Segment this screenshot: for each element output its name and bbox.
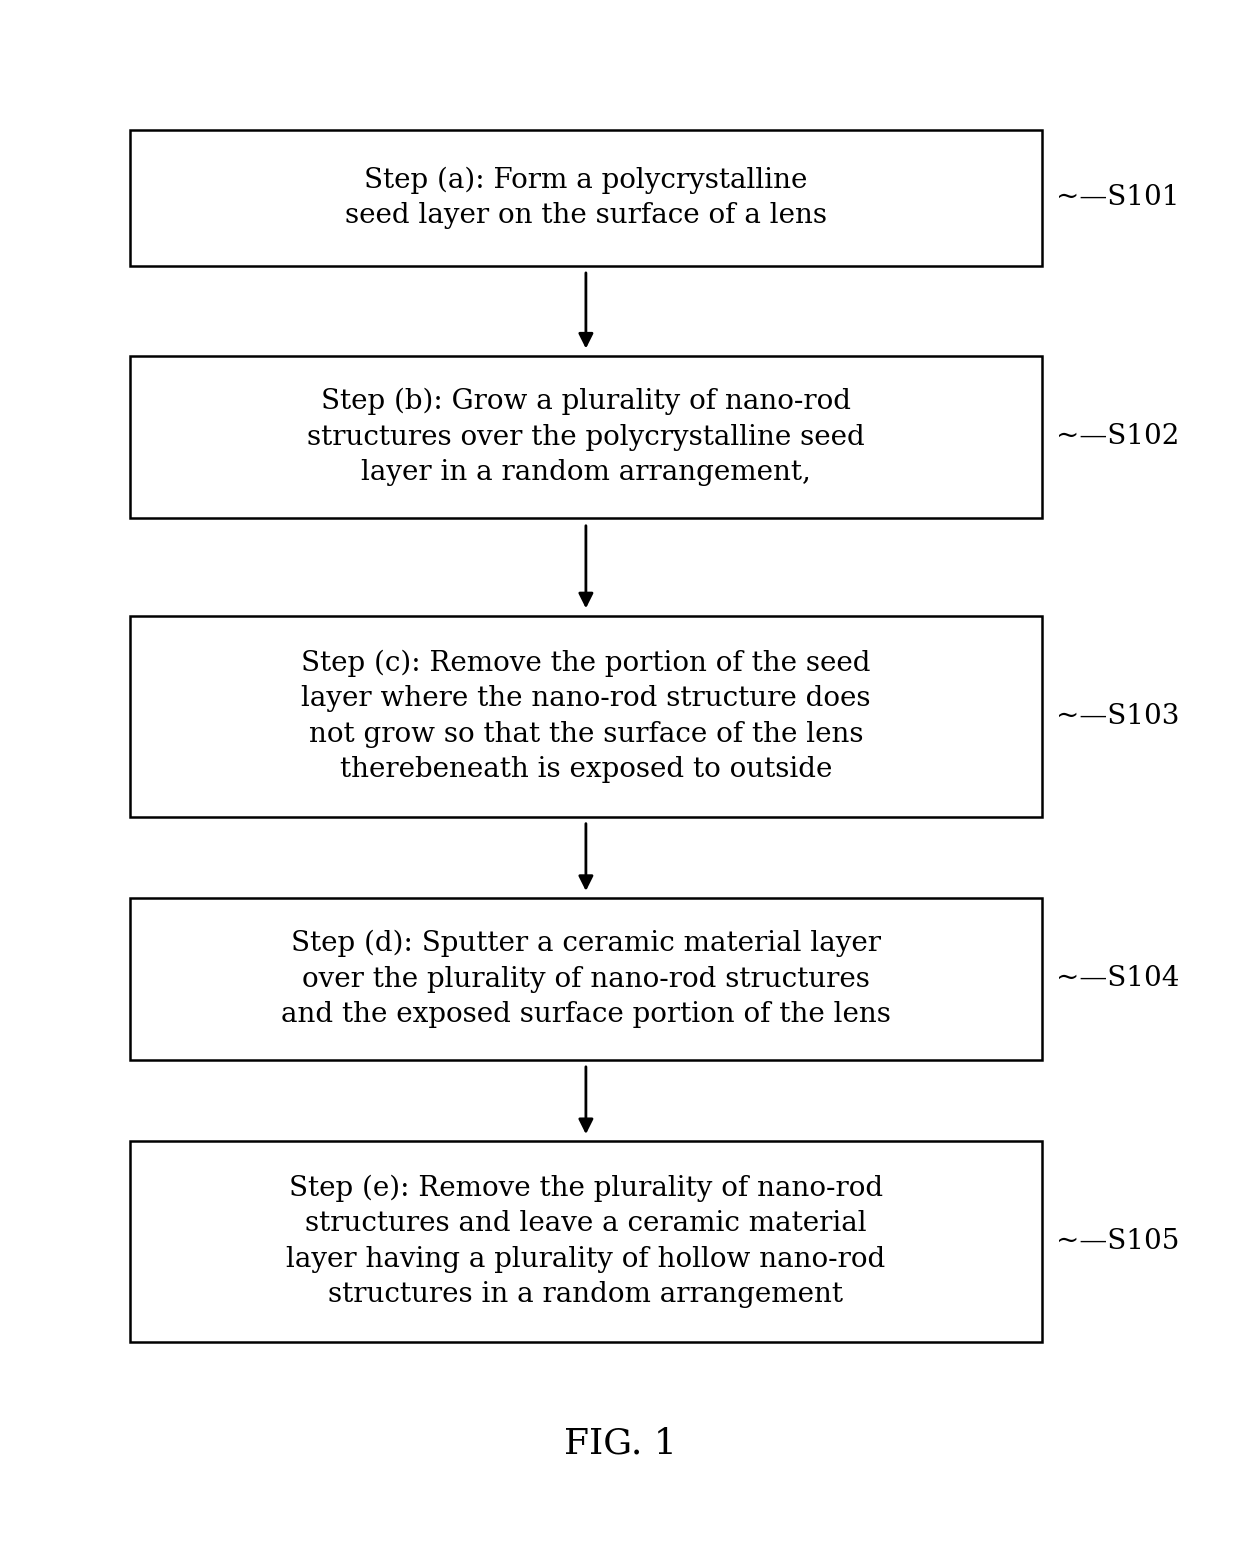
Text: ~—S103: ~—S103 [1056,703,1179,730]
Text: Step (b): Grow a plurality of nano-rod
structures over the polycrystalline seed
: Step (b): Grow a plurality of nano-rod s… [308,388,864,486]
Text: ~—S101: ~—S101 [1056,184,1180,212]
Bar [130,616,1042,817]
Text: FIG. 1: FIG. 1 [563,1427,677,1461]
Text: ~—S104: ~—S104 [1056,965,1179,993]
Text: Step (d): Sputter a ceramic material layer
over the plurality of nano-rod struct: Step (d): Sputter a ceramic material lay… [281,929,890,1028]
Text: ~—S105: ~—S105 [1056,1227,1179,1255]
Text: Step (e): Remove the plurality of nano-rod
structures and leave a ceramic materi: Step (e): Remove the plurality of nano-r… [286,1175,885,1308]
Text: Step (c): Remove the portion of the seed
layer where the nano-rod structure does: Step (c): Remove the portion of the seed… [301,650,870,783]
Text: ~—S102: ~—S102 [1056,423,1179,451]
Bar [130,130,1042,266]
Text: Step (a): Form a polycrystalline
seed layer on the surface of a lens: Step (a): Form a polycrystalline seed la… [345,167,827,229]
Bar [130,357,1042,519]
Bar [130,1141,1042,1342]
Bar [130,899,1042,1059]
